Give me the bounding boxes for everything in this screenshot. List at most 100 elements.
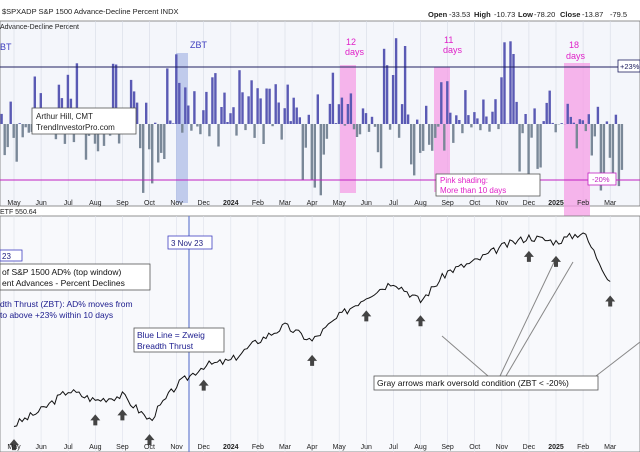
month-label: Oct xyxy=(469,444,480,451)
month-label: Aug xyxy=(89,200,102,207)
ad-bar xyxy=(84,124,88,160)
pink-note-2: More than 10 days xyxy=(440,186,506,195)
ad-bar xyxy=(431,124,434,151)
ad-bar xyxy=(96,124,100,152)
oversold-arrow xyxy=(415,315,426,327)
month-label: Oct xyxy=(469,200,480,207)
ad-bar xyxy=(617,124,621,187)
ad-bar xyxy=(102,124,106,146)
ad-bar xyxy=(283,108,286,124)
ad-bar xyxy=(482,99,485,124)
level-low-text: -20% xyxy=(592,175,610,184)
month-label: May xyxy=(7,200,21,207)
ad-bar xyxy=(614,114,618,124)
ad-bar xyxy=(238,70,241,124)
ad-bar xyxy=(9,101,12,124)
ad-bar xyxy=(310,124,313,181)
ad-bar xyxy=(403,46,407,124)
oversold-arrow xyxy=(307,354,318,366)
ad-bar xyxy=(145,102,148,124)
month-label: Nov xyxy=(170,200,183,207)
month-label: Jun xyxy=(361,444,372,451)
ad-bar xyxy=(229,113,232,124)
ad-bar xyxy=(24,124,27,128)
ad-bar xyxy=(524,114,527,124)
ad-bar xyxy=(259,98,262,124)
month-label: Apr xyxy=(307,444,319,451)
ad-bar xyxy=(608,124,612,158)
zbt-date-left: 23 xyxy=(2,252,11,261)
high-label: High xyxy=(474,10,491,19)
ad-bar xyxy=(199,124,202,135)
level-high-tag xyxy=(617,59,640,73)
ad-bar xyxy=(611,124,615,185)
ad-bar xyxy=(521,124,524,134)
ad-bar xyxy=(416,119,419,124)
ad-bar xyxy=(527,124,530,187)
ad-bar xyxy=(512,54,515,124)
oversold-arrow xyxy=(198,379,209,391)
ad-bar xyxy=(394,38,398,125)
month-label: Nov xyxy=(496,444,509,451)
symbol-line: $SPXADP S&P 1500 Advance-Decline Percent… xyxy=(2,7,179,16)
ad-bar xyxy=(503,42,506,124)
ad-bar xyxy=(313,124,316,188)
pink-note-box xyxy=(435,173,541,197)
month-label: Jun xyxy=(361,200,372,207)
ad-bar xyxy=(476,118,479,124)
ad-bar xyxy=(220,107,223,124)
oversold-arrow xyxy=(9,439,19,451)
ad-bar xyxy=(0,113,3,124)
header-bar xyxy=(0,0,640,20)
ad-bar xyxy=(533,108,536,124)
month-label: Dec xyxy=(523,200,536,207)
ad-bar xyxy=(373,124,377,127)
ad-bar xyxy=(250,80,253,124)
gray-pointer-lines xyxy=(441,257,640,377)
count-12: 12 xyxy=(346,37,356,47)
ad-bar xyxy=(349,93,353,124)
ad-bar xyxy=(620,124,624,170)
ad-bar xyxy=(289,121,292,124)
upper-series-label: Advance-Decline Percent xyxy=(0,24,79,31)
watermark-author: Arthur Hill, CMT xyxy=(36,112,93,121)
ad-bar xyxy=(232,107,235,124)
pointer-line-4 xyxy=(595,341,640,377)
ad-bar xyxy=(154,122,157,124)
ad-bar xyxy=(292,97,295,124)
month-label: 2025 xyxy=(548,200,564,207)
lower-month-labels: May Jun Jul Aug Sep Oct Nov Dec 2024 Feb Mar Apr May… xyxy=(7,444,617,451)
ad-bar xyxy=(181,124,184,133)
month-label: Mar xyxy=(604,200,617,207)
ad-bar xyxy=(193,91,196,124)
ad-bar xyxy=(295,107,298,124)
oversold-arrow xyxy=(117,409,128,421)
ad-bar xyxy=(530,124,533,138)
month-label: Oct xyxy=(144,444,155,451)
ad-bar xyxy=(139,124,142,149)
ad-bar xyxy=(148,124,151,150)
blue-note-1: Blue Line = Zweig xyxy=(137,330,205,340)
blue-note-box xyxy=(133,327,225,353)
month-label: Apr xyxy=(307,200,319,207)
zbt-date-tag xyxy=(167,235,213,250)
month-label: Nov xyxy=(170,444,183,451)
month-label: 2024 xyxy=(223,200,239,207)
ad-bar xyxy=(265,88,268,124)
ad-bar xyxy=(539,124,542,168)
ad-bar xyxy=(584,124,587,132)
gray-note-text: Gray arrows mark oversold condition (ZBT… xyxy=(377,378,569,388)
month-label: May xyxy=(333,200,347,207)
ad-bar xyxy=(331,72,335,124)
oversold-arrow xyxy=(605,295,616,307)
ad-bar xyxy=(575,124,578,149)
zbt-label-nov: ZBT xyxy=(190,40,208,50)
level-low-tag xyxy=(587,172,617,186)
ad-bar xyxy=(554,124,557,133)
ad-bar xyxy=(364,113,368,124)
ad-bar xyxy=(422,124,425,151)
gray-note-box xyxy=(373,375,599,391)
ad-bar xyxy=(75,63,79,124)
ad-bar xyxy=(169,120,172,124)
ad-bar xyxy=(599,124,603,191)
